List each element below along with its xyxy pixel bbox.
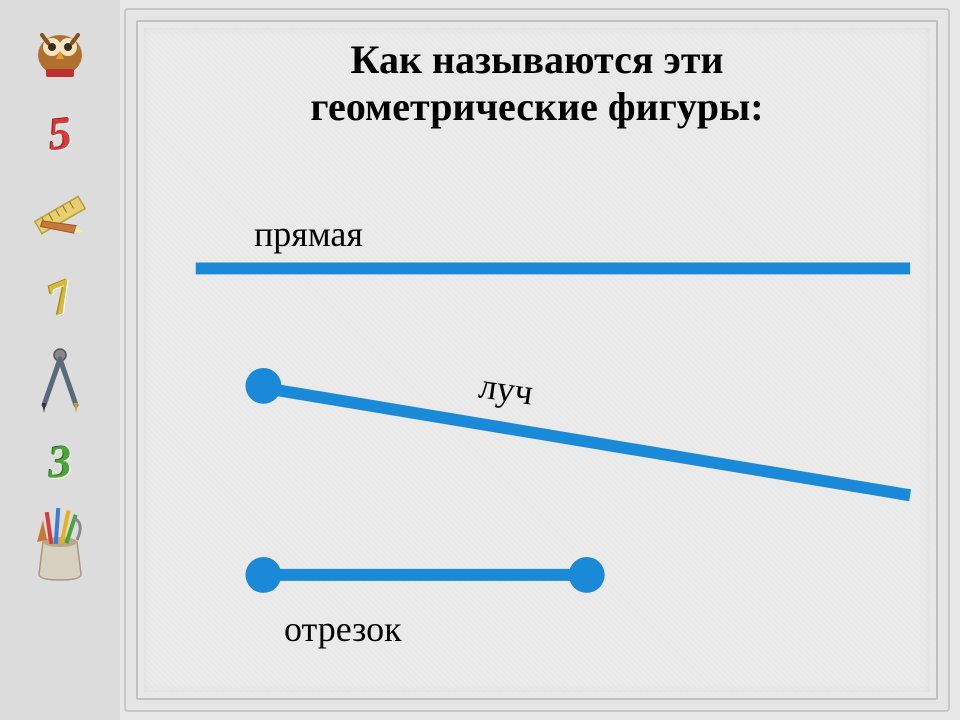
compass-icon — [20, 340, 100, 418]
cup-icon — [20, 504, 100, 582]
sidebar-number-7: 7 — [8, 246, 111, 348]
slide-frame: Как называются эти геометрические фигуры… — [124, 8, 950, 712]
ray-endpoint — [245, 368, 281, 404]
segment-endpoint-left — [245, 557, 281, 593]
label-segment: отрезок — [284, 608, 402, 650]
label-straight-line: прямая — [254, 213, 363, 255]
sidebar-number-3: 3 — [17, 419, 102, 502]
ray-line — [263, 388, 910, 495]
ruler-icon — [20, 176, 100, 254]
slide-frame-inner: Как называются эти геометрические фигуры… — [136, 20, 938, 700]
sidebar: 5 7 3 — [0, 0, 120, 720]
slide-canvas: Как называются эти геометрические фигуры… — [144, 28, 930, 692]
segment-endpoint-right — [569, 557, 605, 593]
label-ray: луч — [476, 364, 535, 413]
sidebar-number-5: 5 — [16, 90, 104, 176]
figures-svg — [144, 28, 930, 692]
owl-icon — [20, 12, 100, 90]
